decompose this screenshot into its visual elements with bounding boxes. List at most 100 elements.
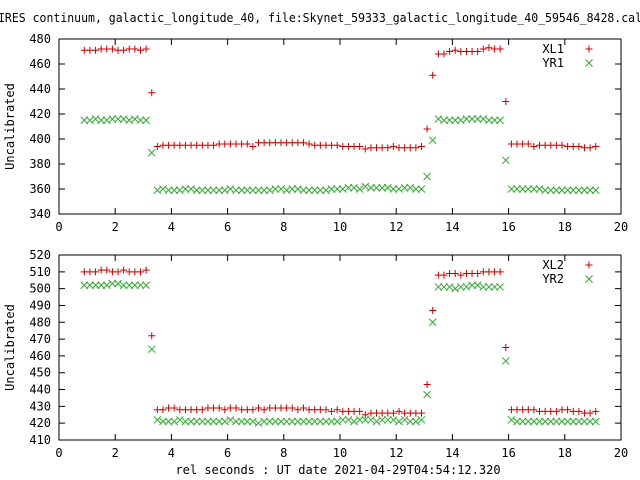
data-point-yr1: [243, 186, 252, 195]
data-point-yr2: [546, 417, 555, 426]
top-x-tick-label: 0: [55, 220, 62, 234]
bottom-legend-marker-yr2: [585, 275, 593, 283]
data-point-yr1: [299, 186, 308, 195]
data-point-yr1: [591, 186, 600, 195]
data-point-yr1: [400, 183, 409, 192]
data-point-xl1: [356, 143, 364, 150]
bottom-x-tick-label: 20: [614, 446, 628, 460]
data-point-yr2: [119, 281, 128, 290]
bottom-y-axis-label: Uncalibrated: [3, 304, 17, 391]
data-point-yr1: [142, 116, 150, 125]
data-point-xl2: [440, 271, 448, 279]
data-point-xl1: [210, 141, 218, 149]
top-y-tick-label: 460: [29, 57, 51, 71]
data-point-yr2: [243, 417, 252, 426]
data-point-xl2: [502, 344, 510, 351]
top-legend-label-xl1: XL1: [542, 42, 564, 56]
data-point-xl1: [592, 143, 600, 150]
bottom-x-tick-label: 8: [280, 446, 287, 460]
data-point-yr1: [462, 115, 471, 123]
data-point-yr1: [316, 186, 325, 195]
data-point-yr2: [389, 415, 398, 424]
data-point-xl1: [575, 143, 583, 150]
data-point-yr2: [485, 283, 493, 291]
data-point-xl2: [423, 381, 431, 388]
bottom-y-tick-label: 420: [29, 416, 51, 430]
data-point-xl1: [108, 45, 116, 53]
data-point-xl1: [299, 139, 307, 147]
data-point-yr2: [136, 281, 145, 290]
data-point-xl2: [148, 332, 156, 340]
data-point-yr1: [574, 186, 583, 195]
data-point-yr2: [428, 318, 437, 327]
data-point-yr2: [530, 417, 538, 426]
data-point-yr2: [260, 417, 268, 426]
data-point-yr2: [114, 279, 122, 288]
data-point-yr1: [232, 186, 240, 195]
data-point-xl2: [255, 404, 263, 412]
data-point-yr1: [440, 116, 448, 125]
bottom-x-tick-label: 14: [445, 446, 459, 460]
data-point-yr2: [293, 417, 302, 426]
data-point-xl1: [148, 89, 156, 97]
top-y-axis-label: Uncalibrated: [3, 83, 17, 170]
top-x-tick-label: 14: [445, 220, 459, 234]
data-point-yr2: [86, 281, 94, 290]
data-point-yr1: [580, 186, 589, 195]
data-point-xl2: [260, 406, 268, 414]
data-point-yr2: [490, 283, 499, 291]
data-point-yr2: [299, 417, 308, 426]
top-legend-marker-yr1: [585, 59, 593, 67]
data-point-yr1: [490, 116, 499, 125]
top-y-tick-label: 400: [29, 132, 51, 146]
data-point-yr1: [372, 183, 381, 192]
top-series-xl1: [80, 44, 600, 153]
data-point-yr2: [338, 415, 347, 424]
bottom-plot-panel: 0 2 4 6 8 10 12 14 16 18 20 410 420 430 440 450 460 470 48…: [3, 248, 628, 460]
data-point-xl2: [457, 271, 465, 279]
bottom-y-tick-label: 430: [29, 399, 51, 413]
bottom-y-tick-label: 520: [29, 248, 51, 262]
data-point-yr2: [327, 417, 336, 426]
bottom-y-tick-label: 440: [29, 383, 51, 397]
data-point-yr2: [434, 283, 443, 291]
data-point-xl1: [530, 143, 538, 150]
data-point-yr1: [586, 186, 594, 195]
data-point-xl2: [474, 270, 482, 277]
data-point-xl2: [294, 406, 302, 414]
data-point-xl2: [564, 406, 572, 414]
data-point-xl1: [485, 44, 493, 52]
data-point-yr2: [237, 417, 246, 426]
data-point-yr1: [563, 186, 572, 195]
data-point-yr2: [473, 281, 482, 290]
top-x-tick-label: 12: [389, 220, 403, 234]
bottom-y-tick-label: 460: [29, 349, 51, 363]
bottom-y-tick-label: 480: [29, 315, 51, 329]
data-point-xl1: [524, 140, 532, 148]
bottom-series-xl2: [80, 266, 600, 419]
data-point-yr1: [412, 185, 420, 193]
data-point-yr2: [142, 281, 150, 290]
data-point-xl1: [120, 46, 128, 54]
data-point-yr2: [271, 417, 280, 426]
bottom-y-tick-label: 490: [29, 298, 51, 312]
top-x-tick-label: 4: [168, 220, 175, 234]
data-point-yr1: [501, 156, 510, 165]
data-point-yr2: [249, 417, 257, 426]
data-point-xl2: [496, 268, 504, 276]
bottom-x-tick-label: 16: [501, 446, 515, 460]
data-point-yr1: [114, 115, 122, 123]
top-x-tick-label: 8: [280, 220, 287, 234]
top-y-tick-label: 380: [29, 157, 51, 171]
data-point-xl2: [249, 406, 257, 414]
data-point-yr1: [215, 186, 224, 195]
data-point-yr1: [355, 185, 364, 193]
top-x-tick-label: 10: [333, 220, 347, 234]
top-x-tick-label: 6: [224, 220, 231, 234]
data-point-xl2: [575, 407, 583, 415]
data-point-yr1: [333, 185, 342, 193]
bottom-x-tick-label: 10: [333, 446, 347, 460]
data-point-yr1: [473, 115, 482, 123]
data-point-yr2: [456, 283, 465, 291]
data-point-yr2: [147, 345, 156, 354]
